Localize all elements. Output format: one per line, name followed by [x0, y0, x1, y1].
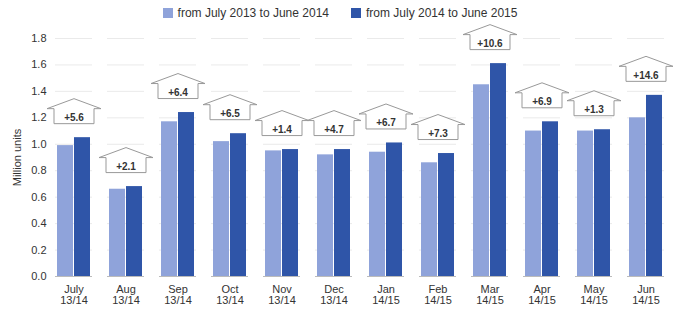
svg-text:Million units: Million units — [11, 128, 23, 186]
svg-text:1.2: 1.2 — [31, 111, 46, 123]
svg-text:0.6: 0.6 — [31, 191, 46, 203]
svg-text:Sep13/14: Sep13/14 — [164, 283, 192, 306]
svg-text:Oct13/14: Oct13/14 — [216, 283, 244, 306]
svg-text:+2.1: +2.1 — [116, 161, 136, 172]
svg-text:+14.6: +14.6 — [633, 70, 659, 81]
svg-text:1.4: 1.4 — [31, 85, 46, 97]
svg-text:Mar14/15: Mar14/15 — [476, 283, 504, 306]
svg-text:+1.4: +1.4 — [272, 124, 292, 135]
svg-text:1.0: 1.0 — [31, 138, 46, 150]
svg-text:July13/14: July13/14 — [60, 283, 88, 306]
svg-text:1.8: 1.8 — [31, 32, 46, 44]
svg-text:+1.3: +1.3 — [584, 104, 604, 115]
html-text:from July 2014 to June 2015: from July 2014 to June 2015 — [366, 6, 518, 20]
svg-text:0.0: 0.0 — [31, 270, 46, 282]
svg-text:+6.7: +6.7 — [376, 117, 396, 128]
svg-text:+7.3: +7.3 — [428, 128, 448, 139]
svg-text:Jan14/15: Jan14/15 — [372, 283, 400, 306]
svg-text:1.6: 1.6 — [31, 58, 46, 70]
svg-text:+4.7: +4.7 — [324, 124, 344, 135]
svg-text:May14/15: May14/15 — [580, 283, 608, 306]
svg-text:0.8: 0.8 — [31, 164, 46, 176]
svg-text:Nov13/14: Nov13/14 — [268, 283, 296, 306]
svg-text:0.4: 0.4 — [31, 217, 46, 229]
html-text:from July 2013 to June 2014: from July 2013 to June 2014 — [177, 6, 329, 20]
svg-text:+5.6: +5.6 — [64, 112, 84, 123]
svg-text:0.2: 0.2 — [31, 244, 46, 256]
svg-text:Dec13/14: Dec13/14 — [320, 283, 348, 306]
svg-text:+10.6: +10.6 — [477, 38, 503, 49]
svg-text:Jun14/15: Jun14/15 — [632, 283, 660, 306]
svg-text:Feb14/15: Feb14/15 — [424, 283, 452, 306]
svg-text:+6.4: +6.4 — [168, 87, 188, 98]
svg-text:Aug13/14: Aug13/14 — [112, 283, 140, 306]
svg-text:+6.9: +6.9 — [532, 96, 552, 107]
svg-text:+6.5: +6.5 — [220, 108, 240, 119]
svg-text:Apr14/15: Apr14/15 — [528, 283, 556, 306]
